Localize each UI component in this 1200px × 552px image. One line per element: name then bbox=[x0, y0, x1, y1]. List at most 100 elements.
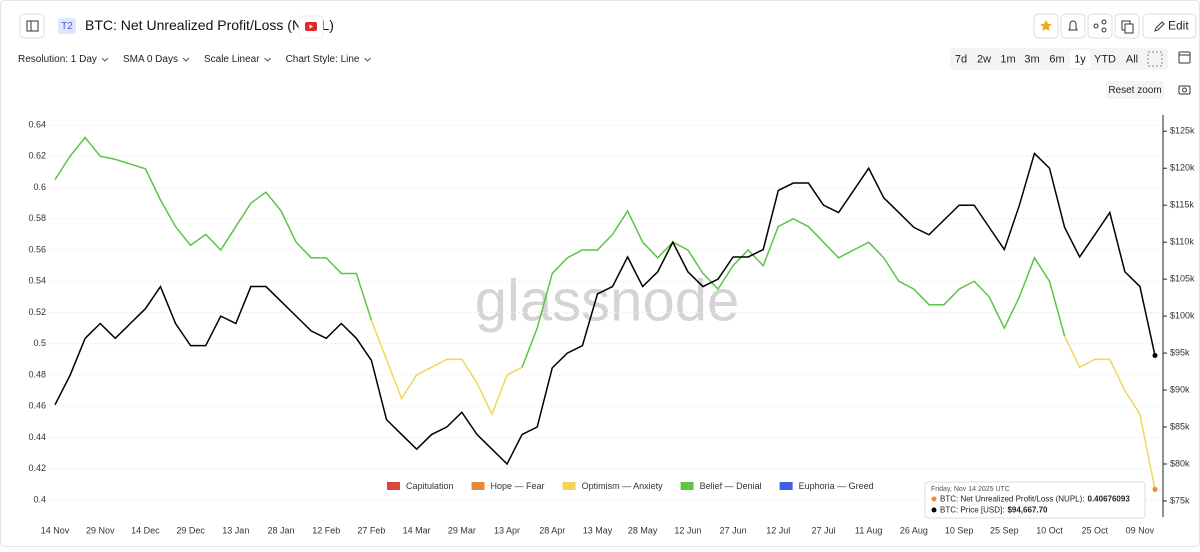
legend-swatch bbox=[387, 482, 400, 490]
favorite-button[interactable] bbox=[1033, 13, 1059, 39]
tooltip-date: Friday, Nov 14 2025 UTC bbox=[931, 486, 1010, 493]
screenshot-button[interactable] bbox=[1178, 85, 1191, 95]
y2-tick-label: $100k bbox=[1170, 310, 1195, 320]
nupl-line bbox=[1063, 335, 1156, 490]
x-tick-label: 10 Oct bbox=[1036, 525, 1063, 535]
y2-tick-label: $90k bbox=[1170, 384, 1190, 394]
nupl-line bbox=[521, 209, 1066, 368]
x-tick-label: 27 Jul bbox=[811, 525, 835, 535]
tooltip-box bbox=[924, 481, 1146, 519]
y-tick-label: 0.56 bbox=[28, 244, 46, 254]
share-button[interactable] bbox=[1087, 13, 1113, 39]
range-button[interactable]: 2w bbox=[977, 53, 991, 65]
x-tick-label: 12 Jun bbox=[674, 525, 701, 535]
tooltip-label: BTC: Net Unrealized Profit/Loss (NUPL): bbox=[940, 495, 1085, 504]
tooltip-dot bbox=[931, 507, 937, 513]
zoom-select[interactable] bbox=[1147, 51, 1163, 67]
nupl-line bbox=[370, 320, 523, 416]
x-tick-label: 12 Feb bbox=[312, 525, 340, 535]
calendar-button[interactable] bbox=[1178, 51, 1191, 64]
x-tick-label: 13 Jan bbox=[222, 525, 249, 535]
legend-label[interactable]: Hope — Fear bbox=[491, 481, 545, 491]
x-tick-label: 29 Dec bbox=[176, 525, 205, 535]
y2-tick-label: $110k bbox=[1170, 237, 1194, 247]
x-tick-label: 14 Nov bbox=[41, 525, 70, 535]
tooltip-dot bbox=[931, 496, 937, 502]
x-tick-label: 13 May bbox=[583, 525, 613, 535]
copy-button[interactable] bbox=[1114, 13, 1140, 39]
x-tick-label: 13 Apr bbox=[494, 525, 520, 535]
chevron bbox=[264, 57, 271, 62]
x-tick-label: 09 Nov bbox=[1126, 525, 1155, 535]
tooltip-value: $94,667.70 bbox=[1007, 506, 1048, 515]
y-tick-label: 0.46 bbox=[28, 401, 46, 411]
x-tick-label: 28 May bbox=[628, 525, 658, 535]
x-tick-label: 25 Sep bbox=[990, 525, 1019, 535]
y2-tick-label: $80k bbox=[1170, 458, 1190, 468]
alert-button[interactable] bbox=[1060, 13, 1086, 39]
youtube-button[interactable] bbox=[298, 15, 324, 39]
range-button[interactable]: 3m bbox=[1024, 53, 1039, 65]
y-tick-label: 0.4 bbox=[33, 494, 46, 504]
toolbar-control[interactable]: Resolution: 1 Day bbox=[18, 54, 97, 65]
chevron bbox=[101, 57, 109, 62]
x-tick-label: 27 Jun bbox=[720, 525, 747, 535]
chevron bbox=[182, 57, 190, 62]
y-tick-label: 0.62 bbox=[28, 151, 46, 161]
active-range-bg bbox=[1070, 50, 1090, 68]
x-tick-label: 29 Mar bbox=[448, 525, 476, 535]
tooltip-value: 0.40676093 bbox=[1088, 495, 1131, 504]
range-button[interactable]: 1y bbox=[1074, 53, 1086, 65]
range-button[interactable]: All bbox=[1126, 53, 1138, 65]
sidebar-toggle[interactable] bbox=[19, 13, 45, 39]
reset-zoom[interactable]: Reset zoom bbox=[1108, 85, 1161, 96]
edit-button[interactable]: Edit bbox=[1142, 13, 1197, 39]
legend-swatch bbox=[562, 482, 576, 490]
legend-swatch bbox=[471, 482, 485, 490]
x-tick-label: 10 Sep bbox=[945, 525, 974, 535]
x-tick-label: 11 Aug bbox=[855, 525, 882, 535]
tooltip-label: BTC: Price [USD]: bbox=[940, 506, 1004, 515]
y-tick-label: 0.42 bbox=[28, 463, 46, 473]
y-tick-label: 0.48 bbox=[28, 369, 46, 379]
range-button[interactable]: YTD bbox=[1094, 53, 1116, 65]
x-tick-label: 14 Dec bbox=[131, 525, 160, 535]
y2-tick-label: $105k bbox=[1170, 274, 1195, 284]
x-tick-label: 27 Feb bbox=[357, 525, 385, 535]
y-tick-label: 0.44 bbox=[28, 432, 46, 442]
y-tick-label: 0.64 bbox=[28, 119, 46, 129]
nupl-line bbox=[54, 136, 373, 321]
legend-label[interactable]: Euphoria — Greed bbox=[799, 481, 874, 491]
price-marker bbox=[1152, 353, 1158, 359]
nupl-marker bbox=[1152, 486, 1158, 492]
x-tick-label: 28 Apr bbox=[539, 525, 565, 535]
x-tick-label: 28 Jan bbox=[268, 525, 295, 535]
x-tick-label: 29 Nov bbox=[86, 525, 115, 535]
toolbar-control[interactable]: Chart Style: Line bbox=[286, 54, 360, 65]
y2-tick-label: $95k bbox=[1170, 347, 1190, 357]
y2-tick-label: $75k bbox=[1170, 495, 1190, 505]
y2-tick-label: $85k bbox=[1170, 421, 1190, 431]
badge-bg bbox=[58, 18, 76, 34]
toolbar-control[interactable]: SMA 0 Days bbox=[123, 54, 178, 65]
chevron bbox=[364, 57, 371, 62]
legend-swatch bbox=[779, 482, 793, 490]
y2-tick-label: $125k bbox=[1170, 126, 1195, 136]
reset-zoom-bg[interactable] bbox=[1106, 81, 1164, 99]
y-tick-label: 0.5 bbox=[33, 338, 46, 348]
legend-swatch bbox=[680, 482, 694, 490]
y2-tick-label: $115k bbox=[1170, 200, 1194, 210]
toolbar-control[interactable]: Scale Linear bbox=[204, 54, 260, 65]
range-button[interactable]: 7d bbox=[955, 53, 967, 65]
x-tick-label: 12 Jul bbox=[766, 525, 790, 535]
y-tick-label: 0.54 bbox=[28, 276, 46, 286]
legend-label[interactable]: Capitulation bbox=[406, 481, 454, 491]
title: BTC: Net Unrealized Profit/Loss (NUPL) bbox=[85, 17, 334, 33]
x-tick-label: 25 Oct bbox=[1081, 525, 1108, 535]
legend-label[interactable]: Belief — Denial bbox=[700, 481, 762, 491]
range-button[interactable]: 1m bbox=[1000, 53, 1015, 65]
range-button[interactable]: 6m bbox=[1049, 53, 1064, 65]
legend-label[interactable]: Optimism — Anxiety bbox=[582, 481, 664, 491]
edit-label[interactable]: Edit bbox=[1168, 19, 1189, 33]
